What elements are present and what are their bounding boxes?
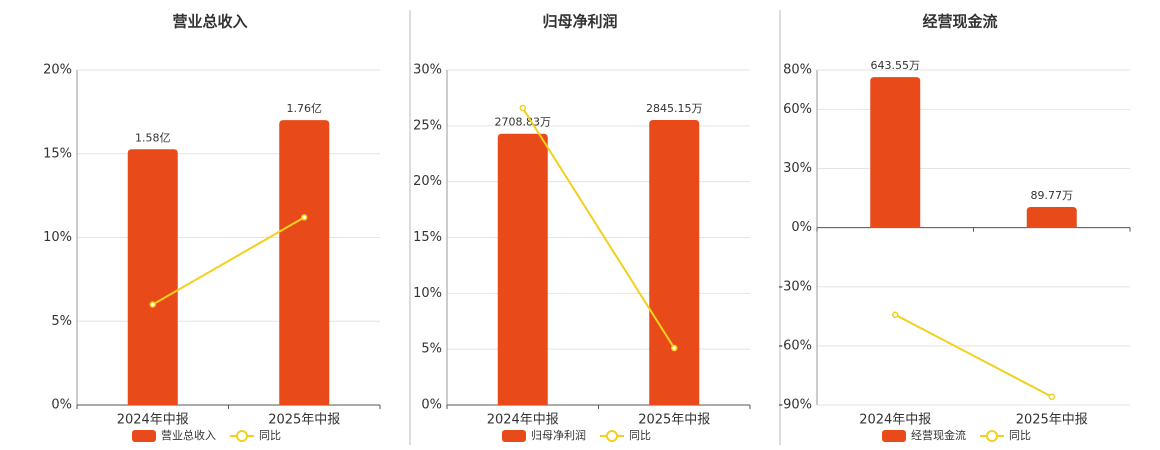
line-point [301, 214, 308, 221]
x-tick-label: 2025年中报 [268, 413, 340, 428]
bar [870, 77, 921, 229]
chart-title: 营业总收入 [172, 13, 247, 31]
line-point [149, 301, 156, 308]
line-point [519, 104, 526, 112]
y-tick-label: 25% [413, 118, 442, 133]
line [894, 313, 1053, 398]
y-tick-label: 80% [783, 63, 812, 78]
legend-swatch [986, 430, 998, 442]
value-label: 1.76亿 [287, 102, 323, 115]
value-label: 1.58亿 [135, 131, 171, 144]
y-tick-label: 5% [51, 314, 72, 329]
line-point [1048, 393, 1055, 400]
y-tick-label: 10% [43, 230, 72, 245]
y-tick-label: 5% [421, 342, 442, 357]
legend-label: 同比 [1009, 429, 1031, 442]
legend-label: 同比 [629, 429, 651, 442]
y-tick-label: 0% [791, 220, 812, 235]
legend-swatch [606, 430, 618, 442]
bar [497, 133, 548, 405]
x-tick-label: 2025年中报 [638, 413, 710, 428]
bar [1026, 206, 1077, 229]
y-tick-label: -60% [778, 338, 812, 353]
value-label: 2845.15万 [646, 102, 703, 115]
x-tick-label: 2024年中报 [859, 413, 931, 428]
bar [649, 120, 700, 405]
y-tick-label: 30% [413, 63, 442, 78]
line-point [671, 344, 678, 352]
y-tick-label: 20% [413, 174, 442, 189]
line-point [892, 311, 899, 318]
value-label: 643.55万 [871, 59, 921, 72]
y-tick-label: 10% [413, 286, 442, 301]
legend-label: 归母净利润 [531, 428, 586, 442]
y-tick-label: 0% [421, 398, 442, 413]
y-tick-label: -90% [778, 398, 812, 413]
value-label: 89.77万 [1031, 189, 1074, 202]
x-tick-label: 2024年中报 [487, 413, 559, 428]
legend-swatch [132, 430, 156, 442]
y-tick-label: -30% [778, 279, 812, 294]
legend-swatch [502, 430, 526, 442]
x-tick-label: 2025年中报 [1016, 413, 1088, 428]
y-tick-label: 20% [43, 63, 72, 78]
legend-label: 经营现金流 [911, 428, 966, 442]
y-tick-label: 60% [783, 102, 812, 117]
legend-swatch [882, 430, 906, 442]
legend-swatch [236, 430, 248, 442]
line [521, 107, 676, 349]
y-tick-label: 15% [413, 230, 442, 245]
chart-title: 归母净利润 [542, 13, 617, 31]
y-tick-label: 0% [51, 398, 72, 413]
legend-label: 同比 [259, 429, 281, 442]
legend-label: 营业总收入 [161, 428, 216, 442]
line [152, 216, 305, 306]
bar [279, 120, 330, 406]
value-label: 2708.83万 [495, 116, 552, 129]
bar [127, 149, 178, 405]
chart-title: 经营现金流 [922, 13, 997, 31]
x-tick-label: 2024年中报 [117, 413, 189, 428]
y-tick-label: 15% [43, 146, 72, 161]
y-tick-label: 30% [783, 161, 812, 176]
